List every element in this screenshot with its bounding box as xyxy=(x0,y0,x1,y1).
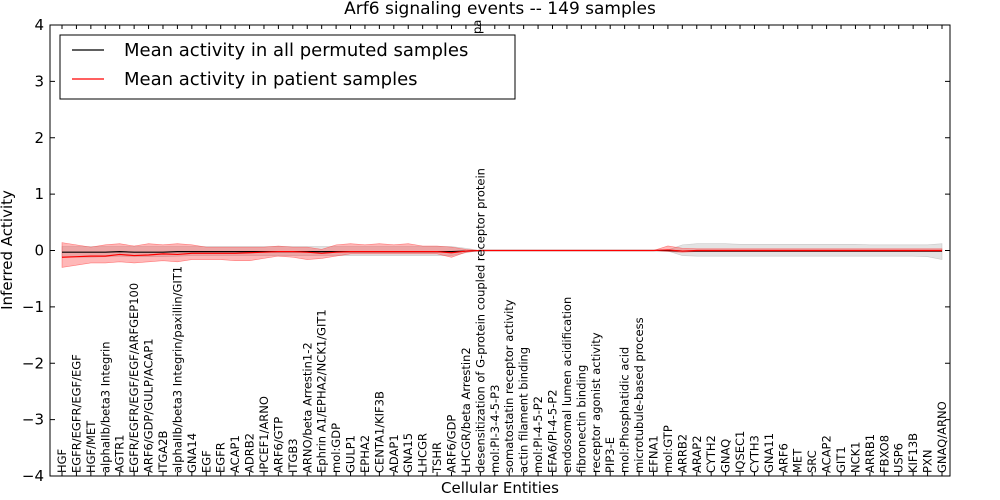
category-label: mol:Phosphatidic acid xyxy=(618,347,632,473)
category-label: LHCGR xyxy=(416,433,430,473)
category-label: ACAP2 xyxy=(820,435,834,473)
category-label: ACAP1 xyxy=(228,435,242,473)
category-label: mol:PI-4-5-P2 xyxy=(531,396,545,473)
category-label: ARF6 xyxy=(776,443,790,473)
category-label-overflow: pa xyxy=(470,20,484,34)
y-ticks: −4 −3 −2 −1 0 1 2 3 4 xyxy=(22,16,950,485)
category-label: ARF6/GDP xyxy=(445,415,459,473)
category-label: ARF6/GTP xyxy=(271,417,285,473)
category-label: Ephrin A1/EPHA2/NCK1/GIT1 xyxy=(315,309,329,473)
y-tick-label: 1 xyxy=(34,185,44,203)
category-label: IPCEF1/ARNO xyxy=(257,396,271,473)
band-permuted xyxy=(61,243,943,260)
category-label: ITGA2B xyxy=(156,430,170,473)
category-label: LHCGR/beta Arrestin2 xyxy=(459,347,473,473)
category-label: PXN xyxy=(921,450,935,473)
category-label: ADRB2 xyxy=(243,433,257,473)
category-label: EPHA2 xyxy=(358,435,372,473)
chart-title: Arf6 signaling events -- 149 samples xyxy=(344,0,656,19)
category-label: EGFR/EGFR/EGF/EGF xyxy=(69,354,83,473)
category-label: GNA15 xyxy=(401,433,415,473)
category-label: somatostatin receptor activity xyxy=(502,299,516,473)
category-label: GNA14 xyxy=(185,433,199,473)
category-label: mol:GTP xyxy=(661,425,675,473)
category-label: EFA6/PI-4-5-P2 xyxy=(545,389,559,473)
category-label: GIT1 xyxy=(834,446,848,473)
category-label: ITGB3 xyxy=(286,438,300,473)
y-tick-label: 0 xyxy=(34,242,44,260)
category-labels: HGF EGFR/EGFR/EGF/EGF HGF/MET alphaIIb/beta… xyxy=(55,168,949,474)
category-label: HGF/MET xyxy=(84,420,98,473)
legend-box xyxy=(59,34,516,100)
legend-label-patient: Mean activity in patient samples xyxy=(124,69,418,90)
confidence-bands xyxy=(61,242,943,268)
category-label: CYTH3 xyxy=(747,435,761,473)
y-tick-label: 2 xyxy=(34,129,44,147)
y-tick-label: 3 xyxy=(34,72,44,90)
category-label: USP6 xyxy=(892,443,906,473)
legend: Mean activity in all permuted samples Me… xyxy=(59,34,516,100)
category-label: mol:PI-3-4-5-P3 xyxy=(488,385,502,473)
category-label: GULP1 xyxy=(344,435,358,473)
category-label: ARRB2 xyxy=(675,434,689,473)
category-label: EGF xyxy=(199,450,213,473)
category-label: FBXO8 xyxy=(877,435,891,473)
category-label: KIF13B xyxy=(906,433,920,473)
series-lines xyxy=(61,249,942,258)
category-label: IQSEC1 xyxy=(733,431,747,473)
category-label: EGFR xyxy=(214,442,228,473)
category-label: ADAP1 xyxy=(387,434,401,473)
y-axis-label: Inferred Activity xyxy=(0,190,16,310)
category-label: EGFR/EGFR/EGF/EGF/ARFGEP100 xyxy=(127,283,141,473)
category-label: microtubule-based process xyxy=(632,317,646,473)
category-label: AGTR1 xyxy=(113,435,127,474)
category-label: alphaIIb/beta3 Integrin/paxillin/GIT1 xyxy=(170,266,184,473)
category-label: GNAQ xyxy=(719,439,733,473)
y-tick-label: −4 xyxy=(22,467,44,485)
category-label: ARF6/GDP/GULP/ACAP1 xyxy=(142,338,156,473)
x-axis-label: Cellular Entities xyxy=(441,479,559,497)
category-label: TSHR xyxy=(430,442,444,474)
category-label: receptor agonist activity xyxy=(589,332,603,473)
category-label: desensitization of G-protein coupled rec… xyxy=(473,168,487,473)
category-label: SRC xyxy=(805,450,819,473)
category-label: fibronectin binding xyxy=(574,365,588,473)
category-label: HGF xyxy=(55,449,69,473)
category-label: actin filament binding xyxy=(517,347,531,473)
category-label: MET xyxy=(791,448,805,473)
category-label: ARAP2 xyxy=(690,435,704,473)
category-label: PIP3-E xyxy=(603,437,617,473)
category-label: CENTA1/KIF3B xyxy=(372,391,386,473)
legend-label-permuted: Mean activity in all permuted samples xyxy=(124,40,468,61)
line-patient xyxy=(61,249,942,258)
category-label: alphaIIb/beta3 Integrin xyxy=(98,341,112,473)
y-tick-label: 4 xyxy=(34,16,44,34)
category-label: CYTH2 xyxy=(704,435,718,473)
category-label: ARRB1 xyxy=(863,434,877,473)
category-label: GNAQ/ARNO xyxy=(935,401,949,473)
y-tick-label: −2 xyxy=(22,354,44,372)
y-tick-label: −3 xyxy=(22,411,44,429)
category-label: NCK1 xyxy=(848,442,862,474)
category-label: endosomal lumen acidification xyxy=(560,297,574,473)
category-label: ARNO/beta Arrestin1-2 xyxy=(300,342,314,473)
category-label: EFNA1 xyxy=(646,435,660,473)
category-label: mol:GDP xyxy=(329,423,343,473)
category-label: GNA11 xyxy=(762,433,776,473)
y-tick-label: −1 xyxy=(22,298,44,316)
